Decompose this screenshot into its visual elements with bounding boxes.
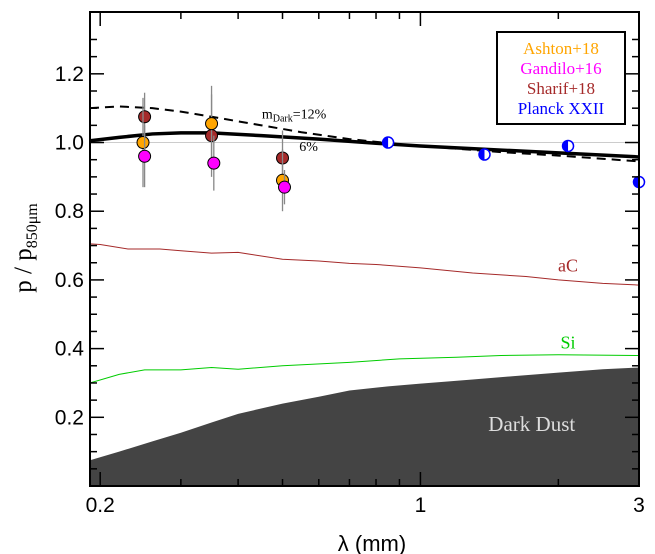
curve-m-12: [90, 105, 639, 163]
curve-6: [90, 131, 639, 159]
point-fill-planck-xxii: [479, 149, 485, 161]
y-tick-label: 0.2: [55, 406, 84, 429]
dark-dust-label: Dark Dust: [488, 412, 575, 436]
y-tick-label: 0.8: [55, 200, 84, 223]
legend-entry-sharif-18: Sharif+18: [527, 79, 595, 98]
y-axis-label-sub: 850μm: [24, 203, 41, 249]
point-fill-planck-xxii: [633, 176, 639, 188]
y-tick-label: 0.6: [55, 269, 84, 292]
plot-frame: [89, 11, 640, 487]
label-layer: Dark Dust 6% mDark=12% aC Si: [262, 107, 578, 436]
legend-entry-planck-xxii: Planck XXII: [518, 99, 605, 118]
curve-label-suffix: =12%: [293, 107, 327, 122]
curve-label-sub: Dark: [273, 113, 293, 124]
point-gandilo-16: [277, 180, 291, 194]
y-axis-label: p / p850μm: [10, 203, 41, 293]
curve-layer: [90, 105, 639, 384]
tick-layer: 0.2 1 3 0.2 0.4 0.6 0.8 1.0 1.2: [55, 12, 645, 517]
point-gandilo-16: [207, 156, 221, 170]
point-gandilo-16: [138, 149, 152, 163]
point-ashton-18: [136, 136, 150, 150]
y-tick-label: 1.0: [55, 132, 84, 155]
curve-label-ac: aC: [558, 255, 578, 275]
curve-label-main: m: [262, 107, 273, 122]
x-tick-label: 3: [633, 494, 645, 517]
dark-dust-area: [90, 367, 639, 486]
curve-label-m-12: mDark=12%: [262, 107, 327, 124]
x-axis-label: λ (mm): [338, 531, 406, 554]
point-layer: [136, 85, 646, 212]
point-fill-planck-xxii: [382, 137, 389, 149]
curve-si: [90, 354, 639, 384]
point-ashton-18: [205, 117, 219, 131]
curve-label-si: Si: [561, 333, 576, 353]
y-tick-label: 1.2: [55, 63, 84, 86]
area-layer: [90, 367, 639, 486]
point-fill-planck-xxii: [562, 140, 569, 152]
legend-box: [496, 31, 626, 125]
legend-entry-gandilo-16: Gandilo+16: [520, 59, 601, 78]
curve-label-6: 6%: [299, 140, 318, 155]
y-axis-label-main: p / p: [10, 248, 37, 292]
point-sharif-18: [138, 110, 152, 124]
legend-entry-ashton-18: Ashton+18: [523, 39, 599, 58]
y-tick-label: 0.4: [55, 338, 85, 361]
curve-ac: [90, 243, 639, 286]
x-tick-label: 0.2: [86, 494, 115, 517]
x-tick-label: 1: [415, 494, 427, 517]
